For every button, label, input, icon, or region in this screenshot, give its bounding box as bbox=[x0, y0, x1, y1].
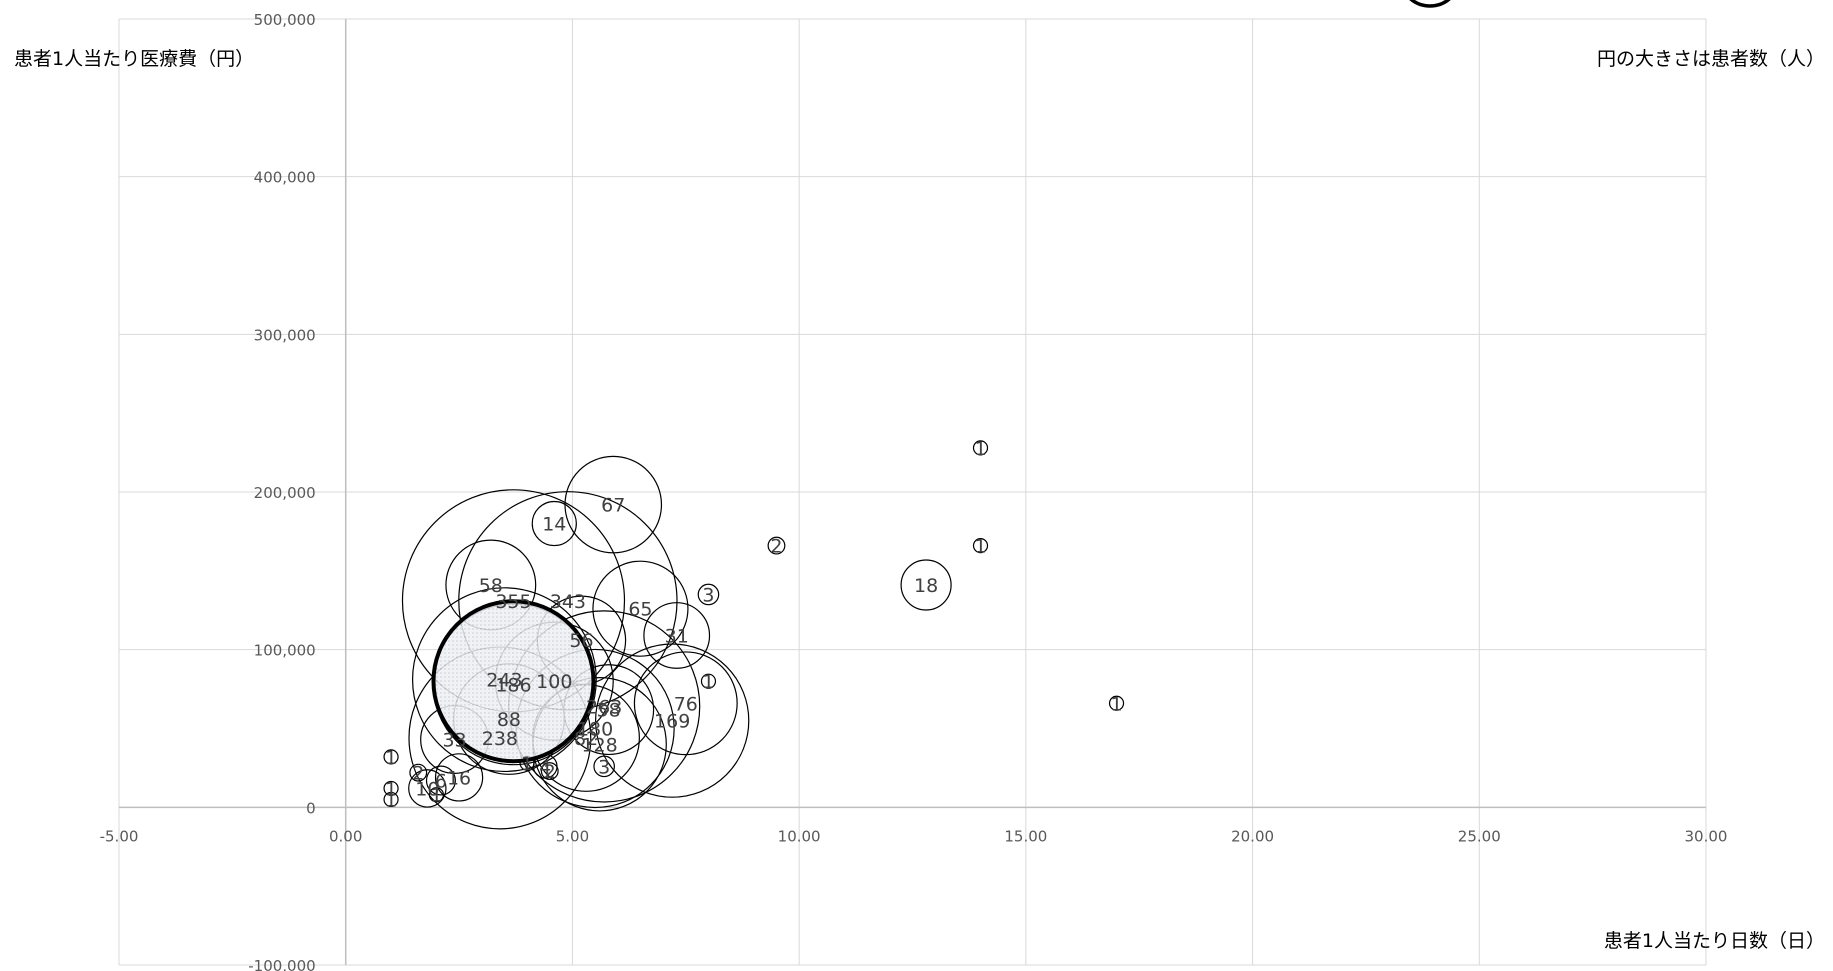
bubble bbox=[425, 765, 456, 796]
bubble-label: 65 bbox=[628, 599, 652, 621]
bubble bbox=[700, 673, 717, 689]
bubble bbox=[1108, 695, 1125, 711]
y-tick-label: -100,000 bbox=[248, 957, 315, 971]
bubble-label: 14 bbox=[542, 514, 566, 536]
bubble-label: 56 bbox=[569, 630, 593, 652]
legend-size-circle bbox=[1409, 0, 1451, 8]
bubble-label: 67 bbox=[601, 495, 625, 517]
highlight-bubble bbox=[431, 599, 596, 764]
bubble-size-note: 円の大きさは患者数（人） bbox=[1596, 48, 1825, 70]
bubbles bbox=[383, 440, 1125, 830]
y-tick-label: 200,000 bbox=[254, 484, 316, 502]
bubble-label: 1 bbox=[430, 785, 442, 807]
bubble-label: 16 bbox=[447, 767, 471, 789]
bubble-label: 355 bbox=[495, 591, 531, 613]
x-axis-title: 患者1人当たり日数（日） bbox=[1603, 930, 1825, 952]
x-tick-label: -5.00 bbox=[100, 827, 139, 845]
bubble-label: 238 bbox=[482, 728, 518, 750]
grid-lines bbox=[118, 18, 1707, 966]
bubble-label: 33 bbox=[442, 730, 466, 752]
bubble-label: 18 bbox=[914, 575, 938, 597]
bubble bbox=[697, 583, 720, 606]
bubble bbox=[409, 763, 428, 782]
bubble bbox=[900, 559, 952, 611]
bubble-label: 3 bbox=[702, 584, 714, 606]
x-tick-label: 0.00 bbox=[329, 827, 362, 845]
bubble bbox=[383, 749, 399, 765]
bubble bbox=[972, 538, 989, 554]
y-tick-label: 400,000 bbox=[254, 169, 316, 187]
bubble-label: 31 bbox=[665, 625, 689, 647]
bubble-label: 2 bbox=[412, 763, 424, 785]
x-tick-label: 25.00 bbox=[1458, 827, 1501, 845]
bubble-label: 82 bbox=[574, 728, 598, 750]
y-tick-label: 100,000 bbox=[254, 642, 316, 660]
bubble bbox=[434, 753, 484, 802]
bubble bbox=[972, 440, 989, 456]
bubble-label: 343 bbox=[550, 591, 586, 613]
bubble-label: 243 bbox=[486, 670, 522, 692]
bubble-label: 1 bbox=[702, 671, 714, 693]
bubble-label: 1 bbox=[974, 438, 986, 460]
tick-labels: -5.00 0.00 5.00 10.00 15.00 20.00 25.00 30.00 -1… bbox=[100, 11, 1728, 971]
x-tick-label: 15.00 bbox=[1004, 827, 1047, 845]
axes bbox=[119, 19, 1706, 965]
x-tick-label: 10.00 bbox=[778, 827, 821, 845]
bubble-label: 10 bbox=[415, 778, 439, 800]
bubble-label: 4 bbox=[539, 756, 551, 778]
bubble-label: 263 bbox=[586, 696, 622, 718]
bubble-label: 58 bbox=[479, 575, 503, 597]
bubble-label: 100 bbox=[536, 671, 572, 693]
bubble-label: 1 bbox=[385, 747, 397, 769]
y-tick-label: 500,000 bbox=[254, 11, 316, 29]
x-tick-label: 5.00 bbox=[556, 827, 589, 845]
bubble-label: 2 bbox=[770, 536, 782, 558]
bubble bbox=[767, 536, 786, 555]
bubble-label: 1 bbox=[385, 789, 397, 811]
x-tick-label: 20.00 bbox=[1231, 827, 1274, 845]
y-tick-label: 0 bbox=[306, 799, 316, 817]
bubble-label: 1 bbox=[974, 536, 986, 558]
bubble bbox=[531, 500, 577, 547]
y-axis-title: 患者1人当たり医療費（円） bbox=[14, 48, 255, 70]
bubble-label: 76 bbox=[674, 693, 698, 715]
bubble-label: 88 bbox=[497, 709, 521, 731]
bubble-label: 128 bbox=[582, 734, 618, 756]
bubble-label: 3 bbox=[598, 756, 610, 778]
x-tick-label: 30.00 bbox=[1685, 827, 1728, 845]
bubble-label: 6 bbox=[435, 771, 447, 793]
bubble-label: 186 bbox=[495, 674, 531, 696]
bubble-label: 1 bbox=[521, 753, 533, 775]
bubble-label: 2 bbox=[544, 761, 556, 783]
bubble bbox=[633, 651, 738, 756]
bubble bbox=[383, 780, 399, 797]
y-tick-label: 300,000 bbox=[254, 326, 316, 344]
bubble-label: 1 bbox=[385, 778, 397, 800]
bubble bbox=[592, 560, 689, 657]
bubble bbox=[540, 762, 559, 781]
bubble bbox=[593, 755, 615, 778]
bubble bbox=[428, 787, 444, 803]
bubble-label: 1 bbox=[1110, 693, 1122, 715]
bubble-label: 169 bbox=[654, 711, 690, 733]
bubble bbox=[383, 791, 399, 808]
bubble bbox=[408, 769, 447, 808]
bubble bbox=[643, 602, 711, 669]
bubble-label: 180 bbox=[577, 719, 613, 741]
bubble-label: 58 bbox=[597, 700, 621, 722]
bubble bbox=[411, 587, 597, 773]
